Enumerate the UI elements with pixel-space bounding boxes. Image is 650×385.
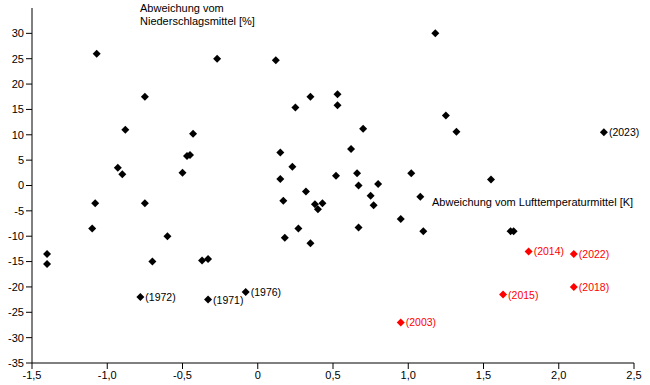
- svg-text:-0,5: -0,5: [173, 369, 192, 381]
- svg-text:2,0: 2,0: [551, 369, 566, 381]
- html-text:Abweichung vom Lufttemperaturm: Abweichung vom Lufttemperaturmittel [K]: [432, 196, 634, 208]
- svg-text:-35: -35: [8, 357, 24, 369]
- svg-text:-1,5: -1,5: [23, 369, 42, 381]
- svg-text:(2023): (2023): [609, 126, 639, 138]
- svg-text:(2018): (2018): [579, 281, 609, 293]
- svg-text:-15: -15: [8, 255, 24, 267]
- svg-text:1,5: 1,5: [476, 369, 491, 381]
- svg-text:(2015): (2015): [508, 289, 538, 301]
- svg-text:-25: -25: [8, 306, 24, 318]
- svg-text:-30: -30: [8, 332, 24, 344]
- svg-text:0: 0: [255, 369, 261, 381]
- svg-text:(1976): (1976): [251, 286, 281, 298]
- svg-text:0: 0: [18, 179, 24, 191]
- svg-text:(2014): (2014): [534, 245, 564, 257]
- svg-text:-10: -10: [8, 230, 24, 242]
- svg-text:1,0: 1,0: [401, 369, 416, 381]
- svg-text:0,5: 0,5: [325, 369, 340, 381]
- svg-text:(2003): (2003): [406, 316, 436, 328]
- svg-text:-5: -5: [14, 205, 24, 217]
- svg-text:(1972): (1972): [145, 291, 175, 303]
- svg-text:20: 20: [12, 78, 24, 90]
- svg-text:30: 30: [12, 27, 24, 39]
- svg-text:2,5: 2,5: [626, 369, 641, 381]
- svg-text:15: 15: [12, 103, 24, 115]
- svg-text:10: 10: [12, 129, 24, 141]
- svg-text:(2022): (2022): [579, 248, 609, 260]
- svg-text:-1,0: -1,0: [98, 369, 117, 381]
- svg-text:5: 5: [18, 154, 24, 166]
- html-text:Abweichung vom Niederschlagsmi: Abweichung vom Niederschlagsmittel [%]: [140, 2, 255, 27]
- svg-text:25: 25: [12, 53, 24, 65]
- svg-text:-20: -20: [8, 281, 24, 293]
- svg-text:(1971): (1971): [213, 294, 243, 306]
